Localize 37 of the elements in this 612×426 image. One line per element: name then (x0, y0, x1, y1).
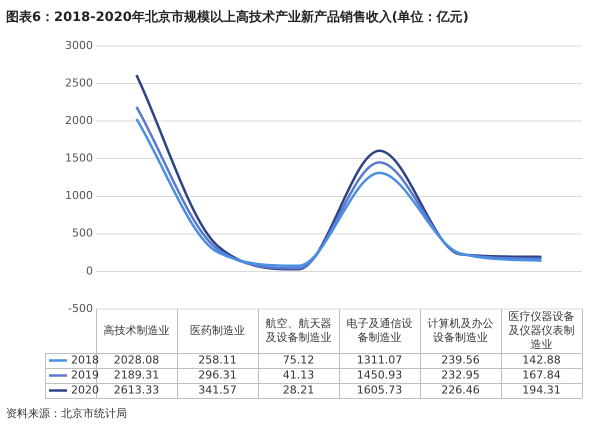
data-label: 341.57 (198, 383, 237, 396)
x-tick-label: 医药制造业 (190, 324, 245, 337)
y-tick-label: 2000 (64, 114, 93, 127)
x-tick-label: 高技术制造业 (103, 324, 170, 337)
y-tick-label: 1500 (64, 152, 93, 165)
y-tick-label: 1000 (64, 189, 93, 202)
data-label: 1605.73 (356, 383, 402, 396)
legend-label: 2020 (71, 383, 99, 396)
data-label: 75.12 (282, 353, 314, 366)
y-tick-label: 500 (72, 226, 93, 240)
y-tick-label: -500 (68, 302, 93, 315)
data-label: 296.31 (198, 368, 237, 382)
data-label: 2189.31 (114, 368, 160, 382)
legend-label: 2018 (71, 353, 99, 366)
data-label: 28.21 (282, 383, 314, 396)
data-label: 226.46 (441, 383, 480, 396)
data-label: 1450.93 (356, 368, 402, 382)
data-label: 167.84 (522, 368, 561, 382)
legend-label: 2019 (71, 368, 99, 382)
data-label: 41.13 (282, 368, 314, 382)
y-tick-label: 2500 (64, 76, 93, 90)
data-label: 232.95 (441, 368, 480, 382)
chart-title: 图表6：2018-2020年北京市规模以上高技术产业新产品销售收入(单位：亿元) (5, 8, 470, 27)
y-tick-label: 3000 (64, 38, 93, 52)
data-label: 258.11 (198, 353, 237, 366)
text: 资料来源：北京市统计局 (5, 406, 128, 421)
y-tick-label: 0 (86, 264, 93, 278)
data-label: 239.56 (441, 353, 480, 366)
x-tick-label: 电子及通信设备制造业 (346, 316, 412, 344)
data-label: 2028.08 (114, 353, 160, 366)
x-tick-label: 航空、航天器及设备制造业 (265, 316, 332, 344)
x-tick-label: 计算机及办公设备制造业 (428, 316, 494, 344)
data-label: 194.31 (522, 383, 561, 396)
data-label: 2613.33 (114, 383, 160, 396)
x-tick-label: 医疗仪器设备及仪器仪表制造业 (508, 310, 574, 351)
data-label: 1311.07 (356, 353, 402, 366)
data-label: 142.88 (522, 353, 561, 366)
